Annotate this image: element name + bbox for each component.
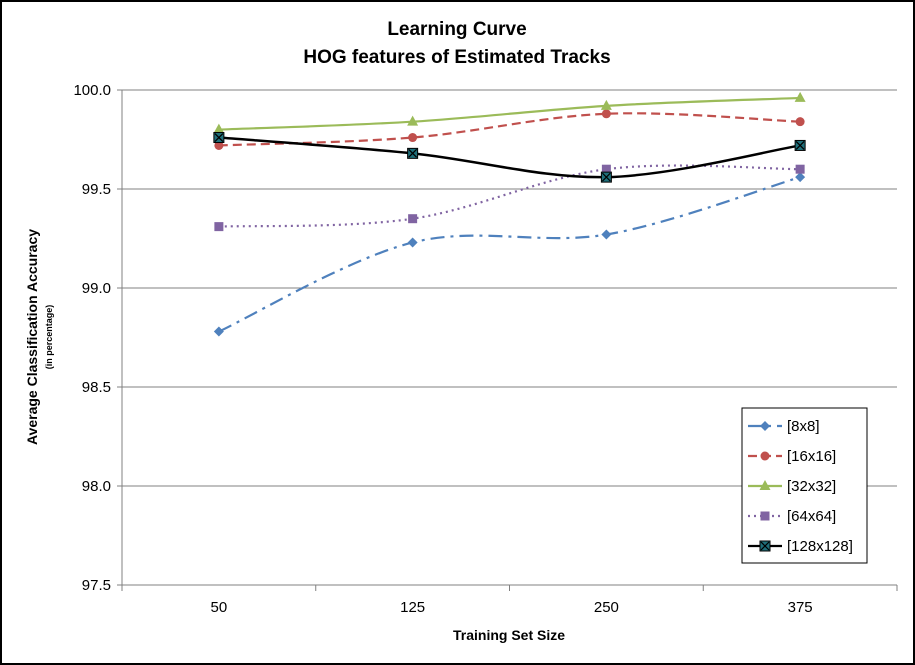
data-point (407, 237, 418, 248)
data-point (795, 164, 805, 174)
data-point (408, 133, 418, 143)
y-axis-sublabel: (in percentage) (44, 305, 54, 370)
series-group (213, 91, 806, 337)
legend-item: [8x8] (748, 418, 820, 435)
data-point (407, 115, 419, 126)
series-4 (213, 132, 806, 183)
data-point (795, 117, 805, 127)
axes (117, 89, 898, 591)
data-point (407, 147, 419, 159)
data-point (601, 164, 611, 174)
x-tick-label: 125 (400, 599, 425, 616)
y-tick-label: 98.0 (82, 478, 111, 495)
series-line (218, 136, 801, 179)
legend-marker (760, 511, 770, 521)
series-line (218, 112, 801, 147)
legend-marker (760, 451, 770, 461)
legend-item: [16x16] (748, 448, 836, 465)
series-0 (213, 172, 806, 337)
y-tick-label: 100.0 (73, 82, 111, 99)
y-tick-label: 99.5 (82, 181, 111, 198)
data-point (214, 222, 224, 232)
data-point (213, 132, 225, 144)
y-axis-label: Average Classification Accuracy (24, 229, 40, 445)
y-tick-label: 99.0 (82, 280, 111, 297)
legend-label: [64x64] (787, 508, 836, 525)
series-2 (213, 91, 806, 134)
chart-title-line-1: Learning Curve (387, 19, 526, 40)
data-point (214, 140, 224, 150)
data-point (600, 171, 612, 183)
y-tick-label: 98.5 (82, 379, 111, 396)
data-point (213, 123, 225, 134)
series-line (218, 96, 801, 131)
data-point (600, 99, 612, 110)
chart-title-line-2: HOG features of Estimated Tracks (303, 47, 610, 68)
series-line (218, 176, 801, 333)
data-point (213, 326, 224, 337)
legend-marker (759, 480, 771, 490)
legend-label: [32x32] (787, 478, 836, 495)
legend-item: [64x64] (748, 508, 836, 525)
series-3 (214, 164, 805, 232)
data-point (601, 109, 611, 119)
x-tick-label: 375 (788, 599, 813, 616)
data-point (408, 214, 418, 224)
series-line (218, 164, 801, 228)
legend-item: [128x128] (748, 538, 853, 555)
legend-label: [8x8] (787, 418, 820, 435)
x-tick-label: 50 (211, 599, 228, 616)
data-point (794, 91, 806, 102)
legend-marker (760, 421, 770, 431)
x-axis-label: Training Set Size (453, 627, 565, 643)
data-point (795, 172, 806, 183)
data-point (794, 139, 806, 151)
legend-marker (759, 540, 771, 552)
legend-item: [32x32] (748, 478, 836, 495)
data-point (601, 229, 612, 240)
x-tick-label: 250 (594, 599, 619, 616)
tick-labels: 97.5 98.0 98.5 99.0 99.5 100.0 50 125 250 375 (73, 82, 812, 616)
legend-label: [128x128] (787, 538, 853, 555)
legend: [8x8] [16x16] [32x32] [64x64] [128x128] (741, 407, 868, 564)
y-tick-label: 97.5 (82, 577, 111, 594)
legend-label: [16x16] (787, 448, 836, 465)
